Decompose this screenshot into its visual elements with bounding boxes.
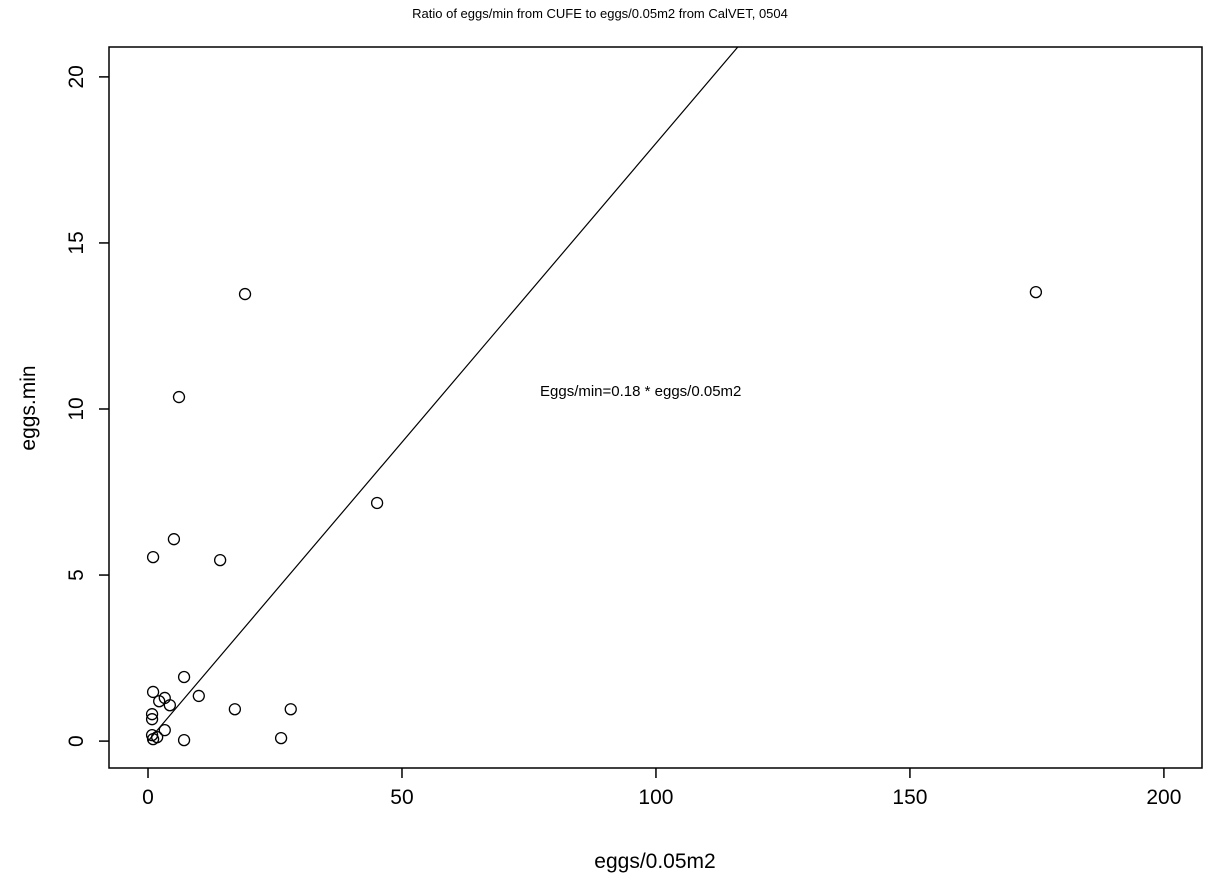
point xyxy=(146,685,160,699)
point xyxy=(145,713,159,726)
fit-line xyxy=(147,47,739,742)
point xyxy=(153,695,166,708)
point xyxy=(146,732,160,746)
point xyxy=(177,733,191,747)
point xyxy=(192,689,205,703)
point xyxy=(172,390,186,404)
x-tick-label: 150 xyxy=(892,786,927,809)
plot-frame xyxy=(108,46,1203,769)
x-tick-label: 100 xyxy=(638,786,673,809)
point xyxy=(238,287,252,301)
y-tick-label: 5 xyxy=(65,569,88,581)
x-tick-label: 200 xyxy=(1146,786,1181,809)
y-tick-label: 20 xyxy=(65,65,88,88)
annotation: Eggs/min=0.18 * eggs/0.05m2 xyxy=(540,383,741,400)
chart-title: Ratio of eggs/min from CUFE to eggs/0.05… xyxy=(412,6,788,21)
point xyxy=(228,703,242,716)
point xyxy=(145,708,159,721)
x-axis-label: eggs/0.05m2 xyxy=(594,850,715,873)
point xyxy=(274,731,288,745)
y-tick-label: 0 xyxy=(65,735,88,747)
point xyxy=(167,533,181,546)
point xyxy=(163,699,177,712)
y-tick-label: 15 xyxy=(65,231,88,254)
point xyxy=(213,553,227,567)
x-tick-label: 50 xyxy=(390,786,413,809)
point xyxy=(370,496,384,510)
y-axis-label: eggs.min xyxy=(17,365,40,450)
point xyxy=(177,670,191,684)
x-tick-label: 0 xyxy=(142,786,154,809)
point xyxy=(146,550,160,564)
point xyxy=(158,723,171,737)
y-tick-label: 10 xyxy=(65,397,88,420)
point xyxy=(1029,285,1043,299)
point xyxy=(284,703,297,716)
